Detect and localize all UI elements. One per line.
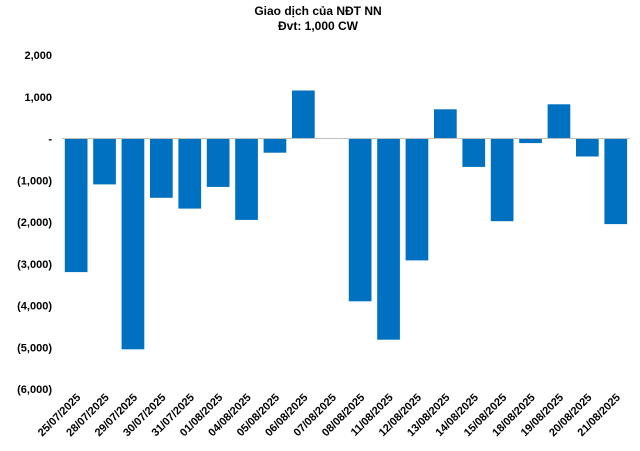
bar bbox=[604, 138, 628, 225]
bar bbox=[64, 138, 88, 273]
bar bbox=[178, 138, 202, 209]
bar bbox=[263, 138, 287, 153]
bar bbox=[547, 104, 571, 139]
bar bbox=[150, 138, 173, 198]
y-tick-label: - bbox=[48, 134, 52, 146]
bar bbox=[405, 138, 429, 261]
y-tick-label: (3,000) bbox=[17, 259, 52, 271]
bar bbox=[576, 138, 599, 157]
y-tick-label: (2,000) bbox=[17, 217, 52, 229]
y-axis: 2,000 1,000 - (1,000) (2,000) (3,000) (4,000) (… bbox=[17, 50, 52, 396]
bars bbox=[64, 90, 628, 350]
x-axis: 25/07/202528/07/202529/07/202530/07/2025… bbox=[36, 392, 623, 439]
bar bbox=[434, 109, 457, 139]
bar bbox=[377, 138, 400, 340]
y-tick-label: 2,000 bbox=[24, 50, 52, 62]
bar bbox=[93, 138, 116, 185]
bar bbox=[348, 138, 372, 302]
bar bbox=[206, 138, 230, 187]
y-tick-label: (4,000) bbox=[17, 301, 52, 313]
bar bbox=[462, 138, 486, 167]
chart-title: Giao dịch của NĐT NN bbox=[254, 4, 381, 18]
bar bbox=[490, 138, 514, 222]
chart-subtitle: Đvt: 1,000 CW bbox=[278, 19, 359, 33]
y-tick-label: (5,000) bbox=[17, 342, 52, 354]
bar bbox=[292, 90, 315, 139]
y-tick-label: (1,000) bbox=[17, 175, 52, 187]
bar bbox=[519, 138, 542, 144]
y-tick-label: (6,000) bbox=[17, 384, 52, 396]
bar bbox=[121, 138, 145, 350]
bar bbox=[235, 138, 258, 220]
y-tick-label: 1,000 bbox=[24, 92, 52, 104]
